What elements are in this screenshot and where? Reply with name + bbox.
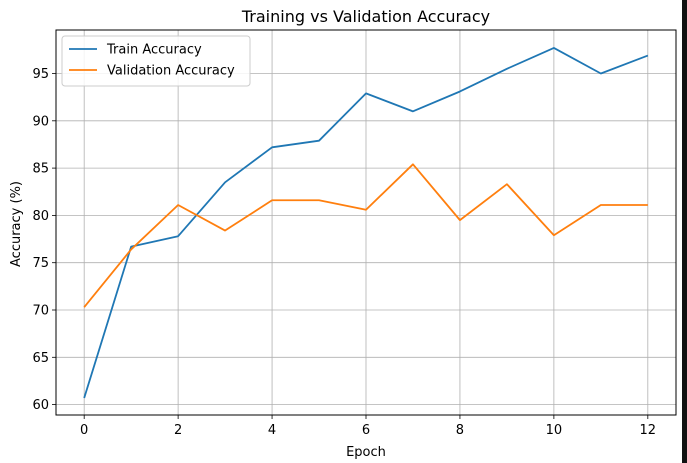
series-layer [83, 47, 649, 399]
x-tick-label: 10 [546, 423, 563, 438]
y-tick-label: 80 [32, 209, 49, 224]
x-tick-label: 12 [640, 423, 657, 438]
grid [56, 30, 676, 415]
x-axis-label: Epoch [346, 445, 386, 460]
legend-box [61, 35, 251, 87]
legend-label: Train Accuracy [106, 43, 202, 58]
tick-layer: 0 2 4 6 8 10 12 60 65 70 75 80 85 90 95 [32, 67, 656, 438]
y-axis-label: Accuracy (%) [9, 181, 24, 267]
window-edge [682, 0, 687, 463]
x-tick-label: 0 [80, 423, 88, 438]
legend: Train Accuracy Validation Accuracy [61, 35, 251, 87]
series-line-1 [83, 163, 648, 308]
series-line-0 [83, 47, 649, 399]
x-tick-label: 8 [456, 423, 464, 438]
y-tick-label: 90 [32, 114, 49, 129]
y-tick-label: 85 [32, 162, 49, 177]
y-tick-label: 60 [32, 398, 49, 413]
y-tick-label: 65 [32, 351, 49, 366]
legend-label: Validation Accuracy [107, 64, 235, 79]
chart-title: Training vs Validation Accuracy [241, 7, 490, 26]
y-tick-label: 70 [32, 304, 49, 319]
x-tick-label: 4 [268, 423, 276, 438]
y-tick-label: 75 [32, 256, 49, 271]
x-tick-label: 2 [174, 423, 182, 438]
y-tick-label: 95 [32, 67, 49, 82]
x-tick-label: 6 [362, 423, 370, 438]
